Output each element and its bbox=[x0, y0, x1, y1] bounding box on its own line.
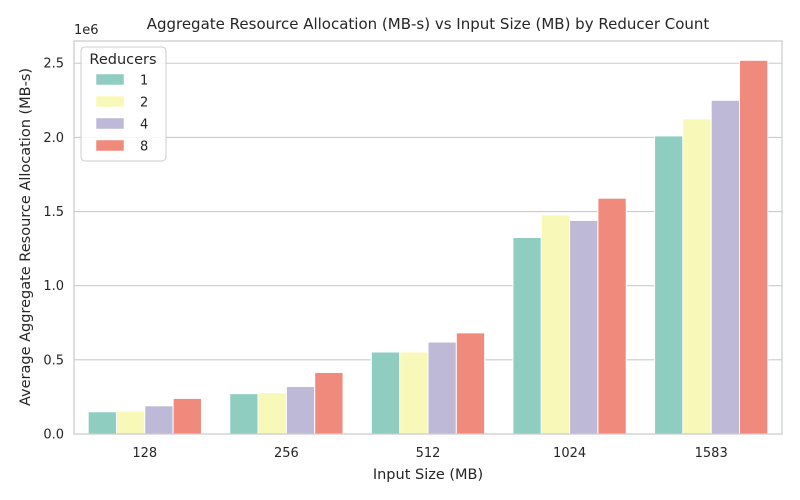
chart-title: Aggregate Resource Allocation (MB-s) vs … bbox=[147, 15, 710, 33]
bar-reducers-8-input-256 bbox=[314, 371, 344, 435]
legend-items: 1 2 4 8 bbox=[95, 73, 148, 155]
legend-title: Reducers bbox=[89, 52, 156, 68]
bar-reducers-8-input-512 bbox=[455, 332, 486, 435]
x-tick-label: 512 bbox=[416, 446, 441, 461]
bar-reducers-2-input-1024 bbox=[540, 214, 571, 435]
bar-reducers-2-input-128 bbox=[115, 410, 146, 435]
bar-reducers-4-input-512 bbox=[427, 341, 457, 435]
bar-reducers-1-input-256 bbox=[229, 393, 259, 435]
x-tick-label: 128 bbox=[132, 446, 157, 461]
y-tick-label: 1.0 bbox=[43, 279, 64, 294]
bar-reducers-1-input-1024 bbox=[512, 237, 542, 435]
bar-reducers-2-input-1583 bbox=[682, 118, 712, 435]
y-tick-label: 0.5 bbox=[43, 353, 64, 368]
x-tick-label: 1024 bbox=[553, 446, 586, 461]
x-tick-label: 256 bbox=[274, 446, 299, 461]
bar-reducers-4-input-256 bbox=[285, 386, 316, 435]
bar-reducers-8-input-1583 bbox=[739, 59, 769, 435]
legend-swatch bbox=[95, 95, 125, 108]
bar-reducers-8-input-128 bbox=[172, 397, 202, 435]
bar-reducers-4-input-128 bbox=[144, 405, 174, 435]
bar-reducers-2-input-256 bbox=[257, 392, 287, 435]
bar-reducers-1-input-512 bbox=[370, 351, 401, 435]
x-axis-ticks: 128 256 512 1024 1583 bbox=[132, 446, 727, 461]
legend-label: 2 bbox=[140, 96, 148, 111]
y-axis-offset-label: 1e6 bbox=[74, 23, 99, 38]
legend-label: 1 bbox=[140, 74, 148, 89]
bars bbox=[87, 59, 769, 435]
legend: Reducers 1 2 4 8 bbox=[80, 46, 167, 162]
bar-reducers-1-input-1583 bbox=[654, 135, 684, 435]
legend-label: 4 bbox=[140, 118, 148, 133]
bar-reducers-8-input-1024 bbox=[597, 197, 627, 435]
x-axis-label: Input Size (MB) bbox=[373, 467, 483, 483]
legend-swatch bbox=[95, 73, 125, 86]
bar-reducers-4-input-1024 bbox=[569, 219, 599, 435]
y-axis-ticks: 0.0 0.5 1.0 1.5 2.0 2.5 bbox=[43, 57, 64, 443]
x-tick-label: 1583 bbox=[695, 446, 728, 461]
legend-swatch bbox=[95, 139, 125, 152]
legend-swatch bbox=[95, 117, 125, 130]
bar-reducers-2-input-512 bbox=[399, 351, 429, 435]
y-tick-label: 1.5 bbox=[43, 205, 64, 220]
bar-reducers-4-input-1583 bbox=[710, 99, 741, 435]
y-axis-label: Average Aggregate Resource Allocation (M… bbox=[18, 68, 34, 406]
y-tick-label: 2.5 bbox=[43, 57, 64, 72]
legend-label: 8 bbox=[140, 140, 148, 155]
bar-reducers-1-input-128 bbox=[87, 411, 117, 435]
y-tick-label: 0.0 bbox=[43, 428, 64, 443]
y-tick-label: 2.0 bbox=[43, 131, 64, 146]
plot-frame bbox=[73, 40, 783, 435]
